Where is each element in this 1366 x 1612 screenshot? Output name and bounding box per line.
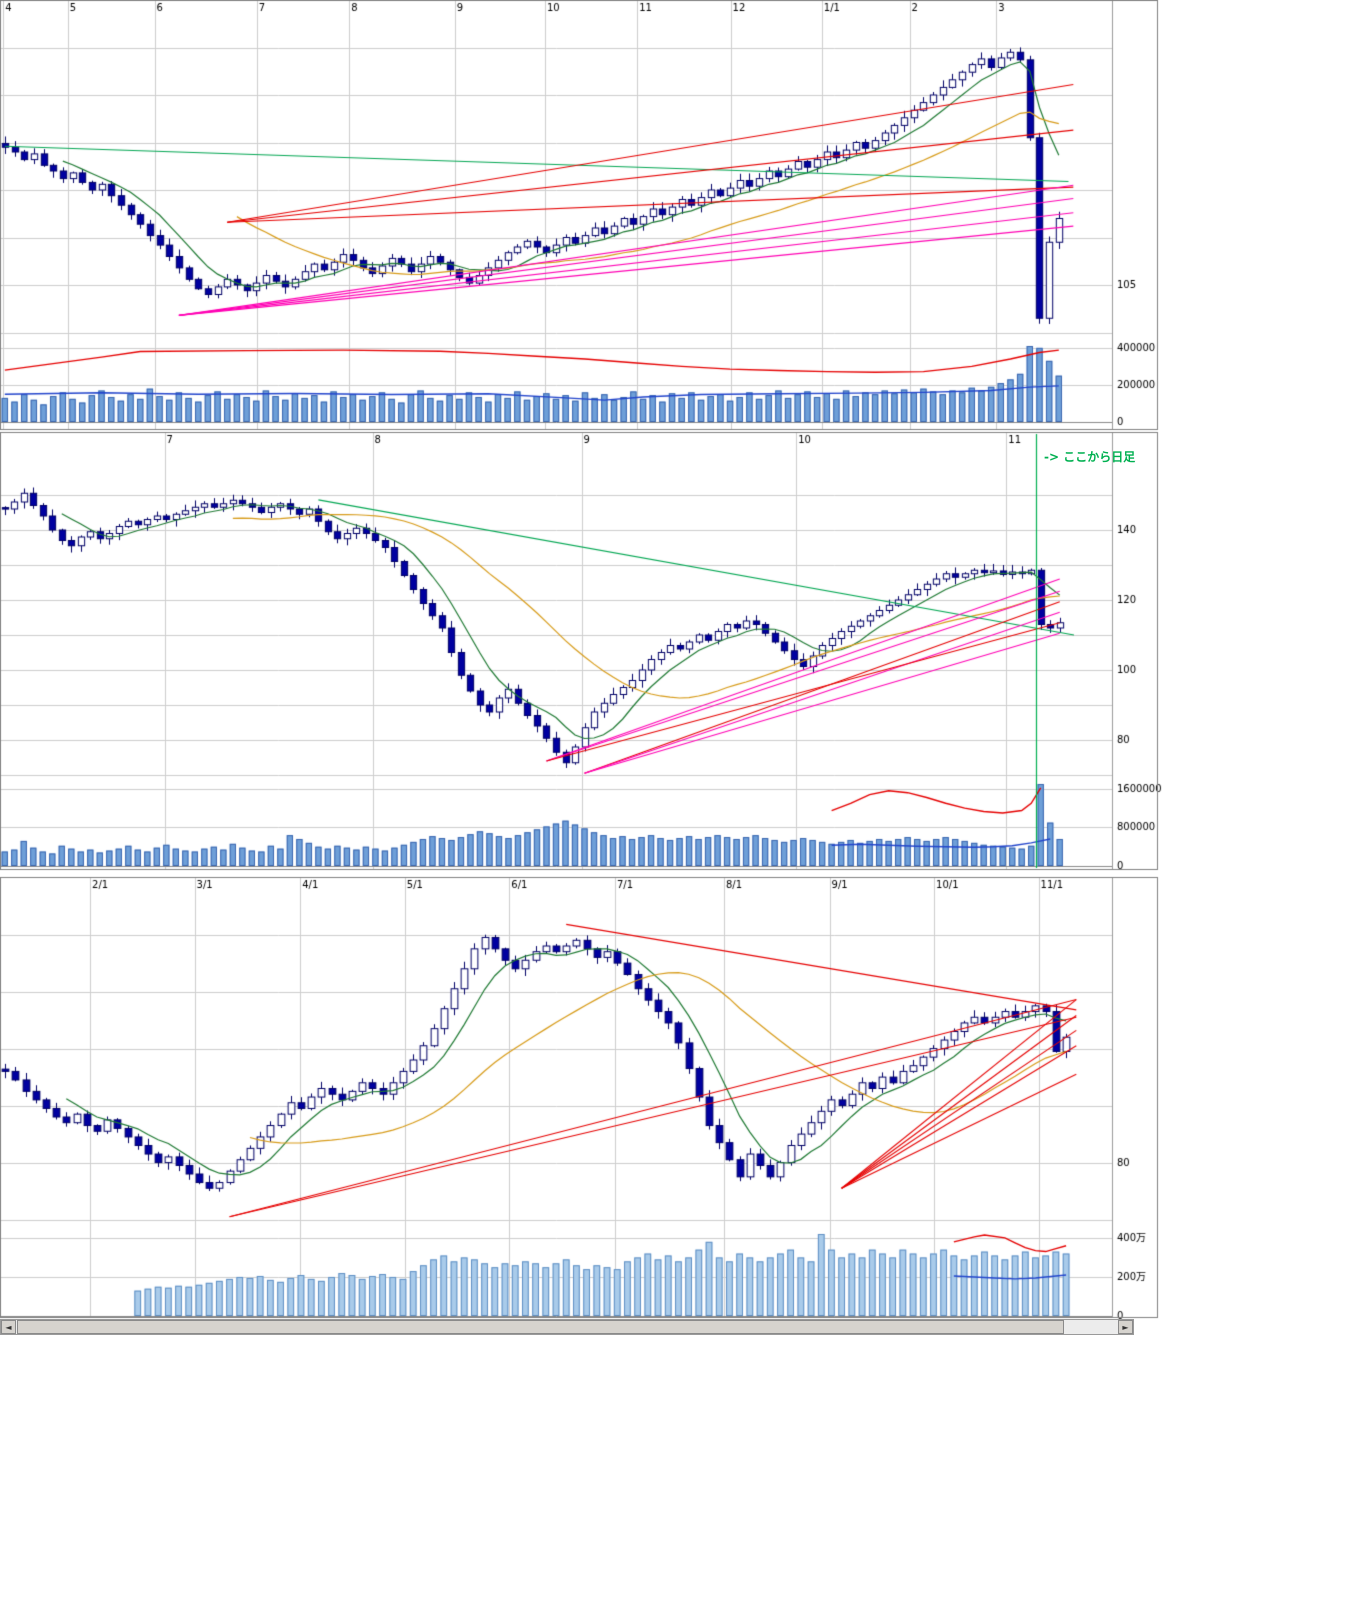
horizontal-scrollbar[interactable]: ◄ ► [0,1319,1134,1335]
scroll-left-button[interactable]: ◄ [1,1320,16,1334]
scroll-right-button[interactable]: ► [1118,1320,1133,1334]
scroll-right-arrow-icon: ► [1122,1323,1129,1332]
scrollbar-thumb[interactable] [17,1320,1064,1334]
scrollbar-track[interactable] [16,1320,1118,1334]
scroll-left-arrow-icon: ◄ [5,1323,12,1332]
daily-from-here-annotation: -> ここから日足 [1044,450,1136,464]
